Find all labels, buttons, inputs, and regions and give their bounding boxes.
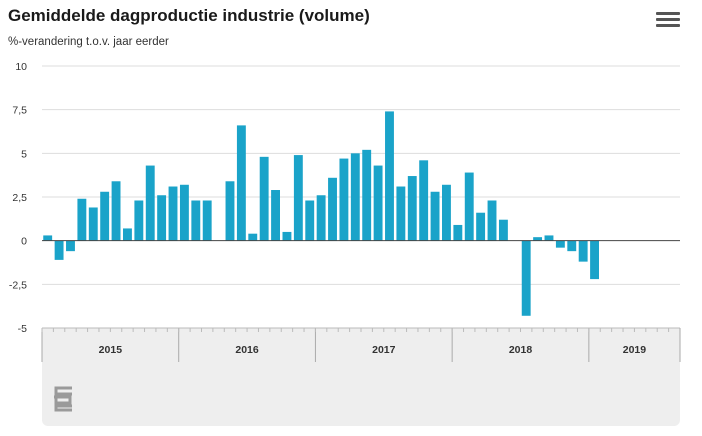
y-tick-label: 2,5 xyxy=(12,192,27,204)
menu-line xyxy=(656,18,680,21)
bar xyxy=(442,184,451,241)
bar xyxy=(191,200,201,241)
bar xyxy=(567,240,577,252)
y-tick-label: 5 xyxy=(21,148,27,160)
bar xyxy=(385,111,394,241)
bar xyxy=(168,186,178,241)
bar xyxy=(54,240,64,260)
bar xyxy=(419,160,429,241)
bar xyxy=(111,181,121,241)
bar xyxy=(134,200,144,241)
bar xyxy=(248,233,258,241)
bar xyxy=(521,240,531,316)
navigator-panel[interactable] xyxy=(42,362,680,426)
bar xyxy=(271,190,280,241)
chart-title: Gemiddelde dagproductie industrie (volum… xyxy=(8,6,370,25)
bar xyxy=(407,176,417,241)
x-year-label: 2018 xyxy=(509,344,533,356)
bar xyxy=(77,198,87,241)
bar xyxy=(555,240,565,248)
y-tick-label: 10 xyxy=(15,61,27,73)
x-year-label: 2017 xyxy=(372,344,396,356)
bar xyxy=(328,177,337,241)
bar xyxy=(43,235,53,241)
bar xyxy=(498,219,508,241)
bar xyxy=(339,158,349,241)
bar xyxy=(430,191,440,241)
x-year-label: 2015 xyxy=(99,344,123,356)
bar xyxy=(145,165,155,241)
bar xyxy=(316,195,326,241)
y-tick-label: -5 xyxy=(18,323,27,335)
hamburger-menu-icon[interactable] xyxy=(656,12,680,32)
bar xyxy=(259,156,269,241)
bar xyxy=(236,125,246,241)
bar xyxy=(282,231,292,241)
bar xyxy=(487,200,497,241)
bar xyxy=(590,240,599,280)
bar xyxy=(453,224,463,241)
x-axis-band xyxy=(42,328,680,362)
y-tick-label: -2,5 xyxy=(9,279,27,291)
bar xyxy=(578,240,588,262)
bar xyxy=(88,207,98,241)
bar xyxy=(373,165,383,241)
bar xyxy=(202,200,212,241)
x-year-label: 2019 xyxy=(623,344,647,356)
y-tick-label: 7,5 xyxy=(12,105,27,117)
cbs-logo-icon xyxy=(52,385,74,418)
bar xyxy=(544,235,554,241)
x-year-label: 2016 xyxy=(235,344,259,356)
bar xyxy=(305,200,315,241)
bar xyxy=(350,153,360,241)
bar xyxy=(464,172,474,241)
bar xyxy=(225,181,235,241)
menu-line xyxy=(656,24,680,27)
menu-line xyxy=(656,12,680,15)
bar xyxy=(66,240,75,252)
y-tick-label: 0 xyxy=(21,236,27,248)
bar xyxy=(179,184,189,241)
bar xyxy=(157,195,167,241)
bar xyxy=(396,186,406,241)
bar xyxy=(293,155,303,241)
bar xyxy=(100,191,110,241)
chart-subtitle: %-verandering t.o.v. jaar eerder xyxy=(8,36,169,48)
bar xyxy=(362,149,372,241)
bar xyxy=(123,228,132,241)
bar xyxy=(476,212,486,241)
bar xyxy=(533,237,543,241)
